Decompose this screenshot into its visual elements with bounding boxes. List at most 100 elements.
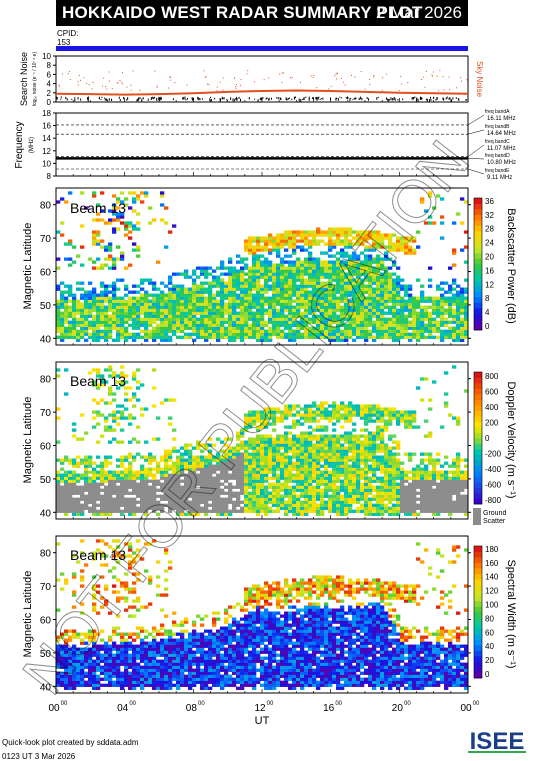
power-cell bbox=[324, 284, 329, 288]
power-cell bbox=[196, 332, 201, 336]
velocity-cell bbox=[312, 464, 317, 468]
search-noise-point bbox=[104, 98, 106, 101]
power-cell bbox=[436, 305, 441, 309]
velocity-cell bbox=[368, 482, 373, 486]
power-cell bbox=[72, 329, 77, 333]
velocity-cell bbox=[248, 443, 253, 447]
sky-noise-outlier bbox=[103, 77, 105, 79]
power-cell bbox=[376, 311, 381, 315]
power-cell bbox=[272, 290, 277, 294]
power-colorbar-cell bbox=[474, 225, 482, 232]
power-cell bbox=[60, 302, 65, 306]
power-cell bbox=[336, 239, 341, 243]
velocity-cell bbox=[176, 482, 181, 486]
velocity-cell bbox=[180, 461, 185, 465]
velocity-cell bbox=[204, 461, 209, 465]
power-cell bbox=[184, 332, 189, 336]
noise-y-tick-label: 4 bbox=[47, 80, 52, 89]
velocity-cell bbox=[356, 491, 361, 495]
velocity-cell bbox=[204, 494, 209, 498]
velocity-cell bbox=[64, 491, 69, 495]
power-cell bbox=[248, 329, 253, 333]
power-cell bbox=[364, 278, 369, 282]
power-cell bbox=[320, 320, 325, 324]
velocity-cell bbox=[172, 467, 177, 471]
velocity-cell bbox=[144, 506, 149, 510]
power-cell bbox=[148, 281, 153, 285]
power-cell bbox=[252, 266, 257, 270]
velocity-cell bbox=[92, 506, 97, 510]
power-cell bbox=[284, 308, 289, 312]
velocity-cell bbox=[340, 425, 345, 429]
power-cell bbox=[412, 326, 417, 330]
search-noise-point bbox=[387, 98, 389, 102]
power-cell bbox=[136, 320, 141, 324]
power-cell bbox=[68, 287, 73, 291]
power-cell bbox=[96, 326, 101, 330]
power-cell bbox=[132, 191, 137, 195]
power-cell bbox=[404, 317, 409, 321]
velocity-cell bbox=[252, 488, 257, 492]
sky-noise-outlier bbox=[336, 72, 338, 74]
power-cell bbox=[312, 263, 317, 267]
velocity-cell bbox=[352, 428, 357, 432]
velocity-cell bbox=[312, 503, 317, 507]
sky-noise-outlier bbox=[373, 75, 375, 77]
power-cell bbox=[368, 281, 373, 285]
power-cell bbox=[240, 257, 245, 261]
velocity-cell bbox=[180, 500, 185, 504]
power-cell bbox=[428, 278, 433, 282]
velocity-cell bbox=[156, 503, 161, 507]
power-colorbar-cell bbox=[474, 269, 482, 276]
power-cell bbox=[392, 293, 397, 297]
velocity-cell bbox=[364, 443, 369, 447]
velocity-cell bbox=[284, 413, 289, 417]
power-cell bbox=[164, 314, 169, 318]
power-cell bbox=[376, 299, 381, 303]
velocity-cell bbox=[264, 452, 269, 456]
velocity-cell bbox=[152, 404, 157, 408]
velocity-cell bbox=[168, 509, 173, 513]
power-cell bbox=[436, 287, 441, 291]
velocity-cell bbox=[284, 491, 289, 495]
power-cell bbox=[376, 296, 381, 300]
velocity-cell bbox=[264, 500, 269, 504]
power-cell bbox=[148, 317, 153, 321]
velocity-cell bbox=[216, 491, 221, 495]
power-cell bbox=[368, 269, 373, 273]
power-cell bbox=[240, 287, 245, 291]
power-cell bbox=[344, 284, 349, 288]
velocity-cell bbox=[348, 470, 353, 474]
power-cell bbox=[344, 251, 349, 255]
power-cell bbox=[416, 302, 421, 306]
velocity-cell bbox=[332, 479, 337, 483]
velocity-cell bbox=[268, 461, 273, 465]
velocity-cell bbox=[108, 512, 113, 516]
power-cell bbox=[348, 317, 353, 321]
velocity-cell bbox=[264, 422, 269, 426]
power-cell bbox=[448, 308, 453, 312]
velocity-cell bbox=[152, 386, 157, 390]
velocity-cell bbox=[188, 452, 193, 456]
velocity-cell bbox=[192, 497, 197, 501]
velocity-cell bbox=[324, 443, 329, 447]
power-cell bbox=[316, 308, 321, 312]
power-cell bbox=[160, 218, 165, 222]
power-cell bbox=[300, 263, 305, 267]
power-cell bbox=[88, 314, 93, 318]
power-cell bbox=[116, 287, 121, 291]
power-cell bbox=[388, 266, 393, 270]
power-cell bbox=[408, 311, 413, 315]
velocity-cell bbox=[340, 500, 345, 504]
power-cell bbox=[364, 269, 369, 273]
power-cell bbox=[92, 317, 97, 321]
velocity-cell bbox=[332, 473, 337, 477]
power-cell bbox=[188, 314, 193, 318]
power-cell bbox=[256, 257, 261, 261]
power-cell bbox=[116, 206, 121, 210]
velocity-cell bbox=[108, 482, 113, 486]
velocity-cell bbox=[264, 494, 269, 498]
power-cell bbox=[196, 308, 201, 312]
power-cell bbox=[104, 326, 109, 330]
power-cell bbox=[100, 209, 105, 213]
